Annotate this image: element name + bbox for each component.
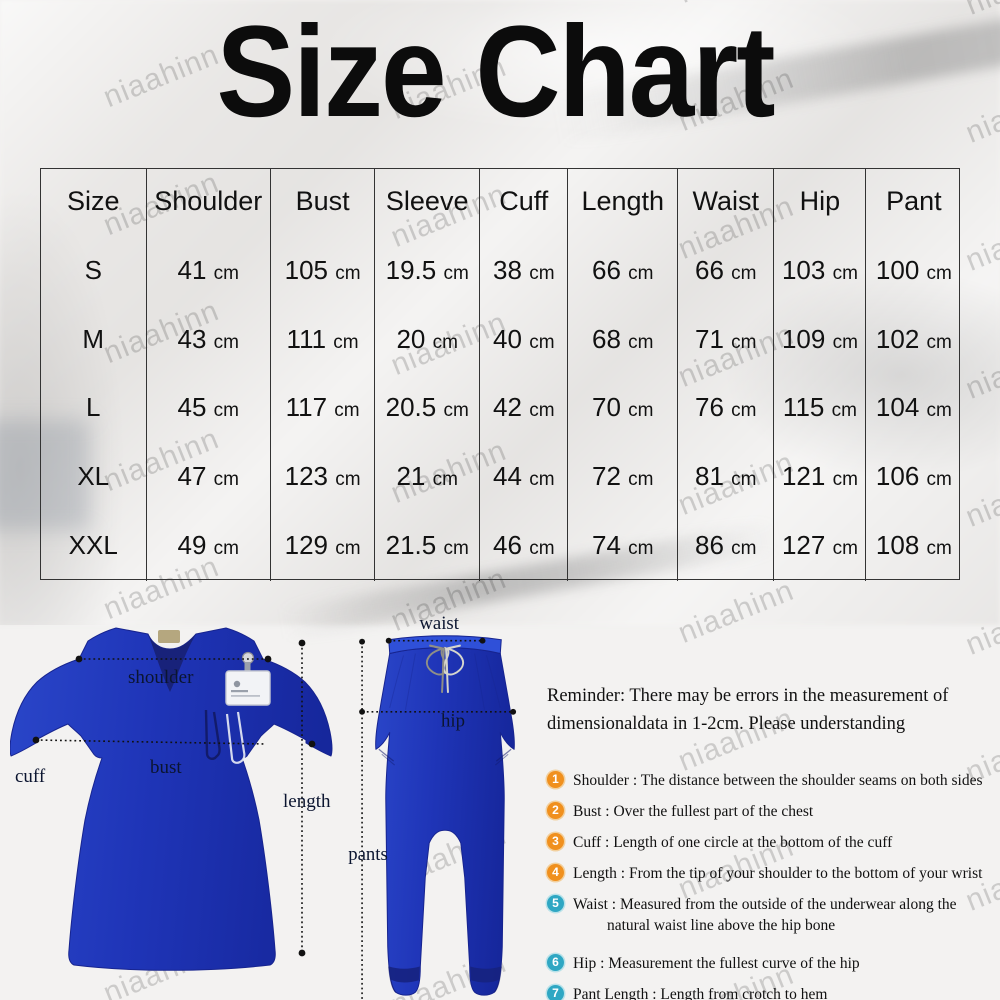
svg-text:cuff: cuff (15, 766, 46, 787)
svg-text:hip: hip (441, 711, 465, 732)
svg-text:pants: pants (348, 844, 388, 865)
svg-text:bust: bust (150, 757, 182, 778)
svg-text:length: length (283, 791, 331, 812)
svg-text:waist: waist (419, 613, 459, 634)
svg-text:shoulder: shoulder (128, 667, 194, 688)
